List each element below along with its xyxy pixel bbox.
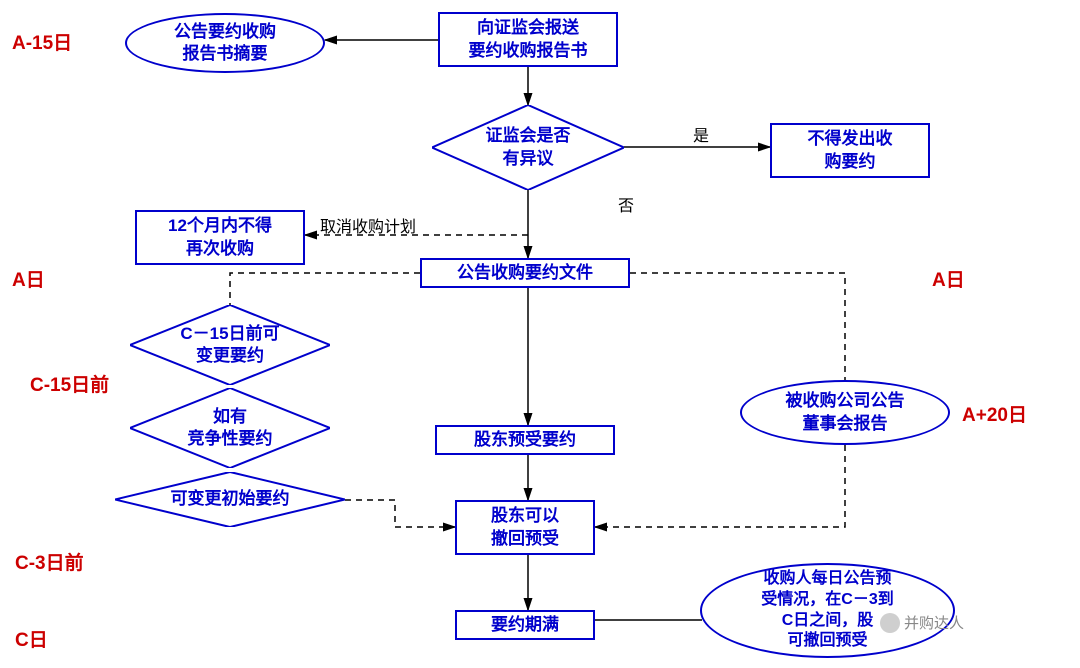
- text: 可变更初始要约: [171, 488, 290, 510]
- text: 公告要约收购: [174, 22, 276, 41]
- text: 受情况，在C－3到: [761, 591, 893, 608]
- text: 撤回预受: [491, 529, 559, 548]
- node-announce-offer-doc: 公告收购要约文件: [420, 258, 630, 288]
- text: 收购人每日公告预: [763, 570, 891, 587]
- node-competing-offer: 如有竞争性要约: [130, 388, 330, 468]
- text: 可撤回预受: [787, 632, 867, 649]
- text: 竞争性要约: [188, 429, 273, 448]
- timelabel-c: C日: [15, 625, 48, 652]
- node-shareholder-accept: 股东预受要约: [435, 425, 615, 455]
- timelabel-c-3: C-3日前: [15, 548, 84, 575]
- edgelabel-no: 否: [618, 192, 634, 216]
- edge-e10: [345, 500, 455, 527]
- node-announce-summary: 公告要约收购报告书摘要: [125, 13, 325, 73]
- timelabel-c-15: C-15日前: [30, 370, 109, 397]
- text: 公告收购要约文件: [457, 262, 593, 284]
- text: 被收购公司公告: [786, 391, 905, 410]
- timelabel-a-15: A-15日: [12, 28, 72, 55]
- text: 报告书摘要: [183, 44, 268, 63]
- text: 董事会报告: [803, 414, 888, 433]
- text: 不得发出收: [808, 129, 893, 148]
- node-can-modify-c15: C－15日前可变更要约: [130, 305, 330, 385]
- text: 股东可以: [491, 506, 559, 525]
- text: 变更要约: [196, 346, 264, 365]
- edge-e11: [630, 273, 845, 380]
- text: C日之间，股: [782, 612, 874, 629]
- text: 要约期满: [491, 614, 559, 636]
- text: 再次收购: [186, 239, 254, 258]
- timelabel-a-20: A+20日: [962, 400, 1027, 427]
- watermark-text: 并购达人: [904, 612, 964, 633]
- node-no-offer: 不得发出收购要约: [770, 123, 930, 178]
- node-no-reacquire-12m: 12个月内不得再次收购: [135, 210, 305, 265]
- node-modify-initial: 可变更初始要约: [115, 472, 345, 527]
- node-daily-announce: 收购人每日公告预 受情况，在C－3到 C日之间，股 可撤回预受: [700, 563, 955, 658]
- text: 购要约: [825, 152, 876, 171]
- node-offer-expire: 要约期满: [455, 610, 595, 640]
- text: 12个月内不得: [168, 216, 272, 235]
- text: C－15日前可: [180, 324, 279, 343]
- edgelabel-cancel: 取消收购计划: [320, 213, 416, 237]
- text: 股东预受要约: [474, 429, 576, 451]
- timelabel-a-right: A日: [932, 265, 965, 292]
- node-target-board-report: 被收购公司公告董事会报告: [740, 380, 950, 445]
- timelabel-a-left: A日: [12, 265, 45, 292]
- wechat-icon: [880, 613, 900, 633]
- text: 证监会是否: [486, 126, 571, 145]
- text: 向证监会报送: [477, 18, 579, 37]
- flowchart-container: 向证监会报送要约收购报告书 公告要约收购报告书摘要 证监会是否有异议 不得发出收…: [0, 0, 1080, 668]
- node-csrc-objection: 证监会是否有异议: [432, 105, 624, 190]
- node-report-to-csrc: 向证监会报送要约收购报告书: [438, 12, 618, 67]
- watermark: 并购达人: [880, 612, 964, 633]
- edgelabel-yes: 是: [693, 122, 709, 146]
- edge-e12: [595, 445, 845, 527]
- text: 要约收购报告书: [469, 41, 588, 60]
- edge-e9: [230, 273, 420, 305]
- text: 有异议: [503, 149, 554, 168]
- node-withdraw-accept: 股东可以撤回预受: [455, 500, 595, 555]
- text: 如有: [213, 407, 247, 426]
